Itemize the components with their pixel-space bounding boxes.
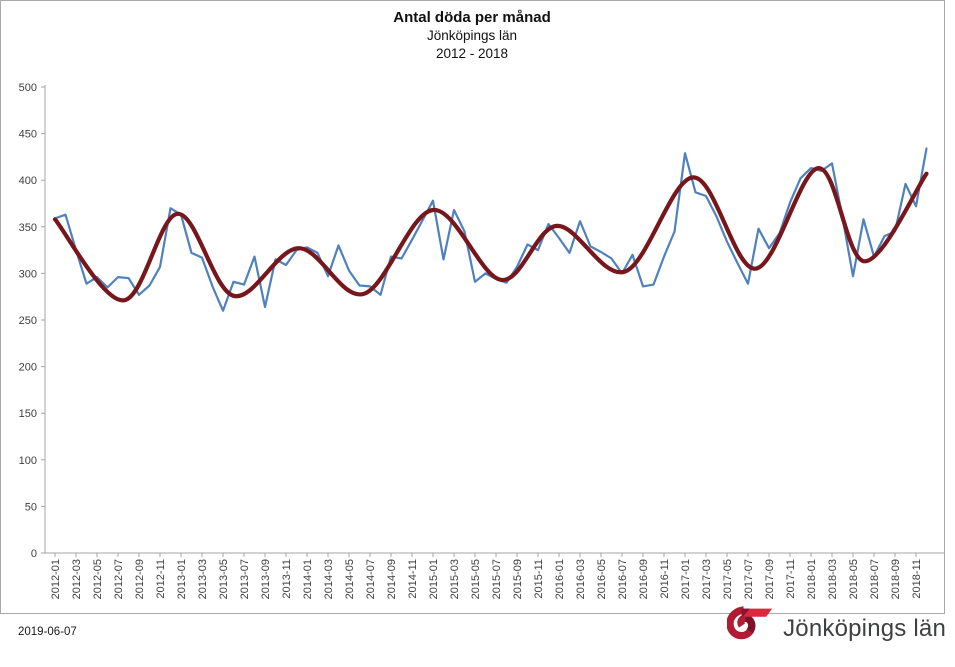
red-ribbon-icon <box>727 606 773 640</box>
y-tick-label: 500 <box>19 82 37 94</box>
x-tick-label: 2017-01 <box>680 559 692 599</box>
x-tick-label: 2015-09 <box>512 559 524 599</box>
region-logo: Jönköpings län <box>727 605 946 653</box>
x-tick-label: 2013-09 <box>260 559 272 599</box>
x-tick-label: 2016-05 <box>596 559 608 599</box>
region-logo-text: Jönköpings län <box>783 615 946 642</box>
x-tick-label: 2015-05 <box>470 559 482 599</box>
x-tick-label: 2014-09 <box>386 559 398 599</box>
y-tick-label: 100 <box>19 455 37 467</box>
y-tick-label: 200 <box>19 362 37 374</box>
chart-period: 2012 - 2018 <box>435 46 509 61</box>
x-tick-label: 2017-09 <box>764 559 776 599</box>
x-tick-label: 2014-03 <box>323 559 335 599</box>
x-tick-label: 2015-11 <box>533 559 545 599</box>
x-tick-label: 2014-01 <box>302 559 314 599</box>
x-tick-label: 2014-05 <box>344 559 356 599</box>
x-tick-label: 2012-11 <box>155 559 167 599</box>
x-tick-label: 2017-07 <box>743 559 755 599</box>
x-tick-label: 2013-05 <box>218 559 230 599</box>
x-tick-label: 2013-11 <box>281 559 293 599</box>
x-tick-label: 2018-05 <box>848 559 860 599</box>
chart-title: Antal döda per månad <box>393 9 551 26</box>
x-tick-label: 2016-09 <box>638 559 650 599</box>
trend-line <box>52 166 929 303</box>
x-tick-label: 2016-01 <box>554 559 566 599</box>
y-tick-label: 300 <box>19 268 37 280</box>
x-tick-label: 2016-03 <box>575 559 587 599</box>
y-tick-label: 250 <box>19 315 37 327</box>
y-tick-label: 0 <box>31 548 37 560</box>
x-tick-label: 2012-01 <box>50 559 62 599</box>
footer-date: 2019-06-07 <box>18 626 77 638</box>
x-tick-label: 2013-07 <box>239 559 251 599</box>
x-tick-label: 2015-01 <box>428 559 440 599</box>
x-tick-label: 2018-01 <box>806 559 818 599</box>
x-tick-label: 2016-07 <box>617 559 629 599</box>
x-tick-label: 2016-11 <box>659 559 671 599</box>
x-tick-label: 2018-11 <box>911 559 923 599</box>
y-tick-label: 400 <box>19 175 37 187</box>
x-tick-label: 2012-05 <box>92 559 104 599</box>
x-tick-label: 2017-03 <box>701 559 713 599</box>
x-tick-label: 2014-11 <box>407 559 419 599</box>
x-tick-label: 2012-09 <box>134 559 146 599</box>
chart-frame <box>0 0 945 614</box>
x-tick-label: 2013-01 <box>176 559 188 599</box>
y-tick-label: 450 <box>19 129 37 141</box>
y-tick-label: 50 <box>25 501 37 513</box>
y-tick-label: 150 <box>19 408 37 420</box>
x-tick-label: 2017-11 <box>785 559 797 599</box>
deaths-series-line <box>53 147 928 312</box>
x-tick-label: 2015-07 <box>491 559 503 599</box>
y-tick-label: 350 <box>19 222 37 234</box>
x-tick-label: 2015-03 <box>449 559 461 599</box>
x-tick-label: 2018-09 <box>890 559 902 599</box>
chart-title-block: Antal döda per månad Jönköpings län 2012… <box>0 8 944 63</box>
x-tick-label: 2012-03 <box>71 559 83 599</box>
x-tick-label: 2018-07 <box>869 559 881 599</box>
x-tick-label: 2012-07 <box>113 559 125 599</box>
x-tick-label: 2018-03 <box>827 559 839 599</box>
chart-subtitle: Jönköpings län <box>426 28 518 43</box>
x-tick-label: 2017-05 <box>722 559 734 599</box>
x-tick-label: 2013-03 <box>197 559 209 599</box>
x-tick-label: 2014-07 <box>365 559 377 599</box>
